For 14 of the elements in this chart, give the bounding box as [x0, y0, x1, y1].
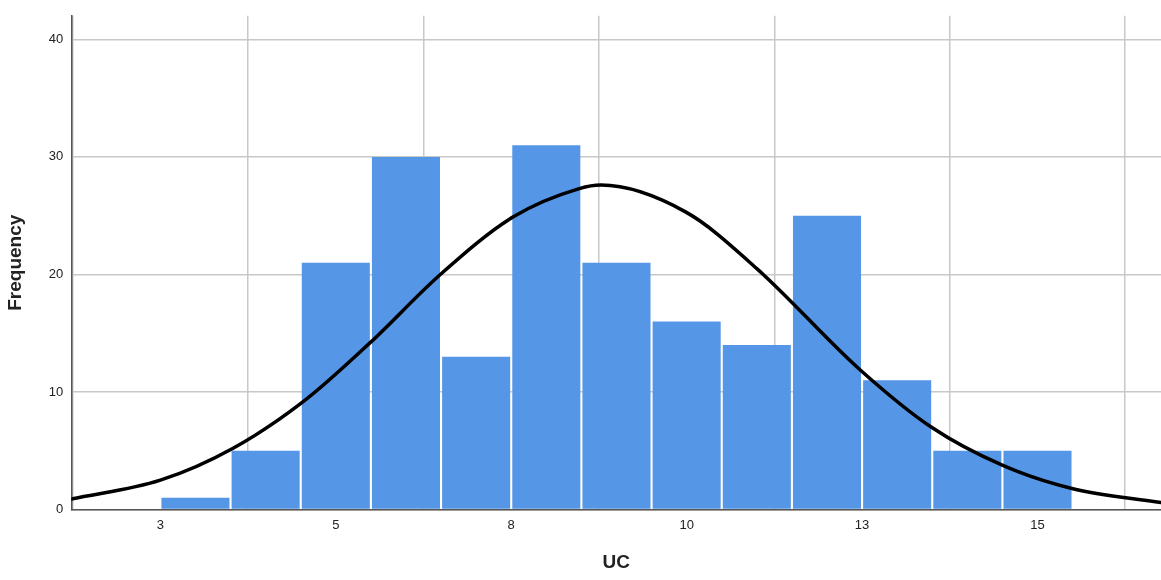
y-tick-label: 10 — [48, 383, 64, 399]
x-tick-label: 10 — [679, 516, 694, 532]
x-tick-label: 15 — [1030, 516, 1045, 532]
y-tick-label: 30 — [48, 148, 64, 164]
x-tick-label: 3 — [156, 516, 164, 532]
x-tick-label: 5 — [332, 516, 340, 532]
x-tick-label: 13 — [854, 516, 870, 532]
x-axis-title: UC — [602, 550, 631, 572]
x-tick-label: 8 — [507, 516, 515, 532]
y-tick-label: 0 — [56, 501, 64, 517]
y-axis-title: Frequency — [3, 214, 25, 311]
y-tick-label: 20 — [48, 266, 64, 282]
line-series — [71, 183, 1161, 505]
y-tick-label: 40 — [48, 30, 64, 46]
